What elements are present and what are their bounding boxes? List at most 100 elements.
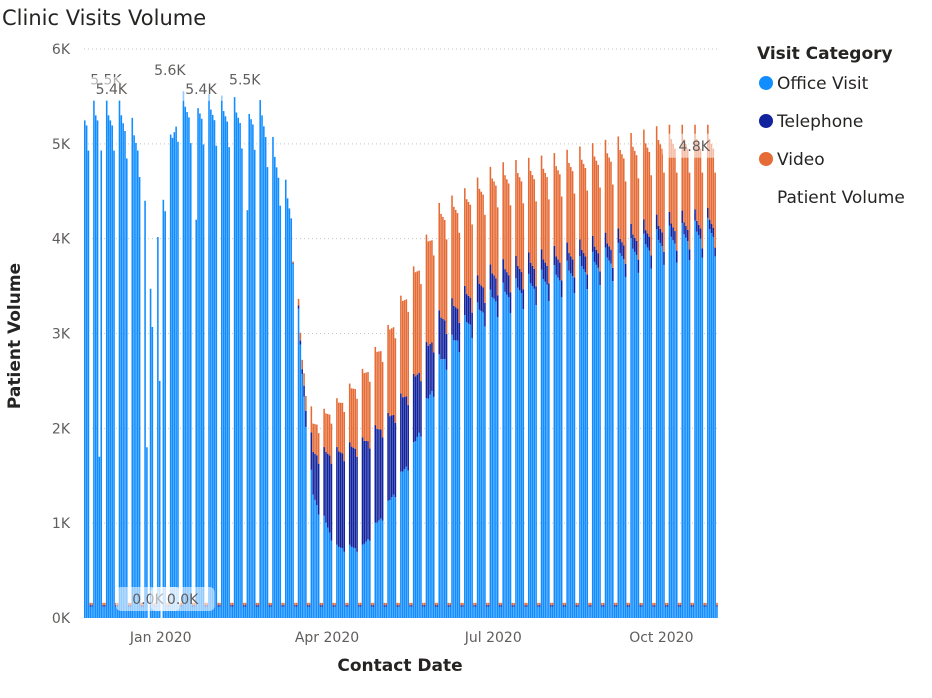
bar-office-visit[interactable]	[570, 273, 572, 618]
bar-telephone[interactable]	[506, 272, 508, 295]
bar-video[interactable]	[533, 179, 536, 269]
bar-video[interactable]	[496, 207, 499, 296]
bar-video[interactable]	[242, 602, 245, 606]
bar-video[interactable]	[328, 414, 331, 456]
bar-office-visit[interactable]	[588, 606, 590, 618]
bar-office-visit[interactable]	[354, 548, 356, 618]
bar-office-visit[interactable]	[597, 267, 599, 618]
bar-office-visit[interactable]	[533, 288, 536, 618]
bar-office-visit[interactable]	[199, 113, 201, 618]
bar-telephone[interactable]	[639, 605, 642, 607]
bar-video[interactable]	[635, 155, 638, 241]
bar-telephone[interactable]	[538, 605, 541, 607]
bar-office-visit[interactable]	[495, 301, 497, 618]
bar-office-visit[interactable]	[602, 606, 605, 618]
bar-office-visit[interactable]	[113, 150, 115, 618]
bar-office-visit[interactable]	[252, 124, 254, 619]
bar-telephone[interactable]	[460, 605, 462, 607]
bar-office-visit[interactable]	[489, 289, 492, 618]
bar-telephone[interactable]	[389, 416, 391, 501]
bar-video[interactable]	[374, 346, 377, 426]
bar-video[interactable]	[321, 602, 324, 606]
bar-office-visit[interactable]	[544, 281, 546, 618]
bar-telephone[interactable]	[696, 220, 698, 232]
bar-video[interactable]	[506, 179, 508, 273]
legend-label-telephone[interactable]: Telephone	[776, 112, 863, 132]
bar-telephone[interactable]	[303, 385, 305, 397]
bar-video[interactable]	[484, 214, 486, 303]
bar-video[interactable]	[345, 602, 347, 606]
bar-telephone[interactable]	[310, 432, 313, 470]
bar-office-visit[interactable]	[224, 116, 227, 618]
bar-office-visit[interactable]	[445, 369, 448, 618]
bar-video[interactable]	[436, 602, 439, 606]
bar-office-visit[interactable]	[179, 606, 181, 618]
bar-telephone[interactable]	[672, 227, 674, 241]
bar-telephone[interactable]	[381, 437, 384, 521]
bar-telephone[interactable]	[484, 302, 486, 327]
bar-video[interactable]	[630, 133, 632, 224]
bar-video[interactable]	[597, 164, 599, 254]
bar-video[interactable]	[548, 199, 550, 284]
bar-telephone[interactable]	[703, 605, 705, 607]
bar-office-visit[interactable]	[657, 239, 660, 618]
bar-telephone[interactable]	[432, 352, 435, 397]
bar-office-visit[interactable]	[557, 277, 559, 618]
bar-office-visit[interactable]	[319, 606, 322, 618]
bar-office-visit[interactable]	[133, 135, 135, 619]
bar-video[interactable]	[301, 359, 303, 370]
bar-telephone[interactable]	[513, 605, 515, 607]
bar-office-visit[interactable]	[652, 606, 654, 618]
bar-video[interactable]	[431, 240, 433, 343]
bar-office-visit[interactable]	[277, 177, 280, 618]
bar-office-visit[interactable]	[175, 126, 177, 618]
bar-video[interactable]	[363, 373, 366, 441]
bar-telephone[interactable]	[442, 318, 444, 360]
bar-office-visit[interactable]	[467, 323, 470, 618]
bar-telephone[interactable]	[365, 440, 367, 542]
bar-office-visit[interactable]	[253, 149, 256, 619]
bar-telephone[interactable]	[471, 312, 473, 338]
bar-office-visit[interactable]	[529, 283, 532, 618]
bar-video[interactable]	[591, 143, 594, 236]
bar-video[interactable]	[650, 175, 652, 256]
bar-office-visit[interactable]	[714, 256, 716, 618]
bar-office-visit[interactable]	[140, 606, 143, 618]
bar-video[interactable]	[537, 602, 539, 606]
bar-video[interactable]	[544, 172, 546, 263]
bar-office-visit[interactable]	[548, 301, 550, 618]
bar-office-visit[interactable]	[553, 265, 556, 618]
bar-telephone[interactable]	[597, 253, 599, 268]
bar-video[interactable]	[670, 139, 673, 224]
bar-office-visit[interactable]	[104, 606, 106, 618]
bar-office-visit[interactable]	[250, 119, 252, 619]
bar-telephone[interactable]	[325, 452, 327, 523]
bar-office-visit[interactable]	[144, 200, 146, 618]
bar-office-visit[interactable]	[429, 394, 431, 618]
bar-video[interactable]	[699, 148, 702, 229]
bar-office-visit[interactable]	[215, 145, 218, 618]
bar-video[interactable]	[400, 295, 402, 394]
bar-telephone[interactable]	[387, 412, 389, 501]
legend-label-office-visit[interactable]: Office Visit	[777, 74, 869, 94]
bar-office-visit[interactable]	[476, 302, 479, 618]
bar-office-visit[interactable]	[374, 522, 377, 618]
bar-office-visit[interactable]	[504, 291, 506, 618]
bar-telephone[interactable]	[443, 320, 446, 360]
bar-telephone[interactable]	[675, 250, 678, 263]
bar-telephone[interactable]	[520, 272, 523, 294]
bar-office-visit[interactable]	[701, 257, 704, 618]
bar-telephone[interactable]	[524, 605, 526, 607]
bar-video[interactable]	[367, 372, 369, 442]
bar-office-visit[interactable]	[111, 125, 113, 618]
bar-video[interactable]	[639, 602, 642, 606]
bar-telephone[interactable]	[345, 605, 347, 607]
bar-office-visit[interactable]	[365, 541, 367, 618]
bar-office-visit[interactable]	[173, 132, 176, 618]
bar-office-visit[interactable]	[491, 297, 494, 618]
bar-office-visit[interactable]	[531, 286, 534, 618]
bar-video[interactable]	[385, 602, 388, 606]
bar-office-visit[interactable]	[210, 109, 212, 619]
bar-video[interactable]	[319, 602, 322, 606]
bar-telephone[interactable]	[677, 605, 680, 607]
